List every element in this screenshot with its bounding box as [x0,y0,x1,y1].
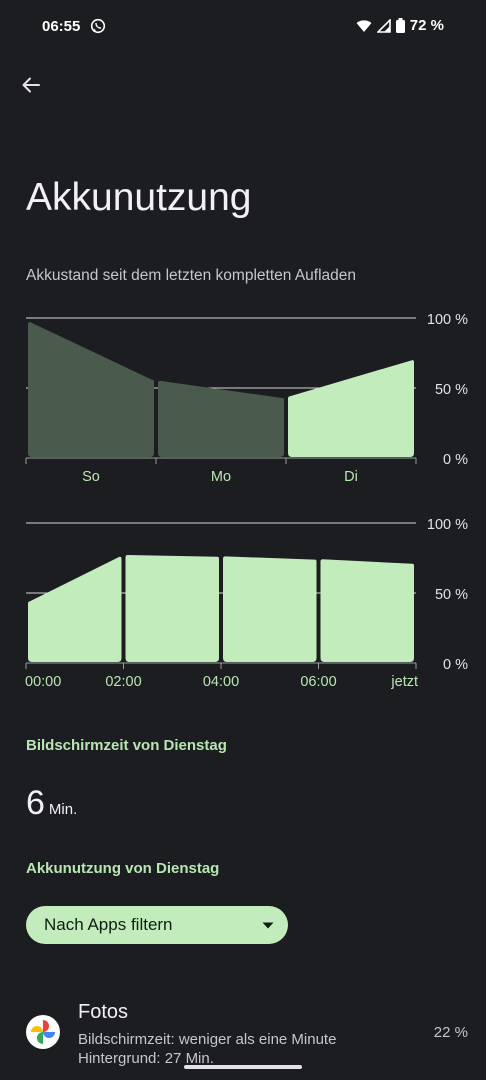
x-category-label: 04:00 [203,674,239,690]
y-tick-label: 100 % [427,517,468,533]
wifi-icon [356,19,372,32]
status-time: 06:55 [42,18,81,35]
app-battery-percent: 22 % [433,1024,468,1041]
app-name: Fotos [78,1001,129,1023]
y-tick-label: 50 % [435,382,468,398]
battery-level-daily-chart[interactable]: 100 % 50 % 0 % So Mo Di [0,300,486,495]
app-usage-item[interactable]: Fotos Bildschirmzeit: weniger als eine M… [0,995,486,1080]
status-bar: 06:55 72 % [0,0,486,56]
battery-percent: 72 % [409,17,444,34]
y-tick-label: 0 % [443,657,468,673]
x-category-label: Di [344,469,358,485]
app-background-time: Hintergrund: 27 Min. [78,1050,214,1067]
arrow-back-icon [22,77,40,93]
battery-level-segment[interactable] [28,322,154,457]
screen-time: 6 Min. [26,784,77,823]
battery-level-segment[interactable] [320,559,415,662]
dropdown-arrow-icon [262,922,274,929]
filter-label: Nach Apps filtern [44,915,173,934]
y-tick-label: 50 % [435,587,468,603]
x-category-label: 00:00 [25,674,61,690]
app-screen-time: Bildschirmzeit: weniger als eine Minute [78,1031,337,1048]
x-category-label: 06:00 [300,674,336,690]
back-button[interactable] [14,68,48,102]
x-category-label: jetzt [390,674,418,690]
y-tick-label: 100 % [427,312,468,328]
battery-icon [395,18,405,33]
screen-time-value: 6 [26,784,45,822]
battery-usage-label: Akkunutzung von Dienstag [26,860,220,877]
page-title: Akkunutzung [26,176,252,219]
signal-icon [376,18,391,33]
battery-level-segment[interactable] [288,360,414,457]
home-indicator[interactable] [184,1065,302,1069]
chart-subtitle: Akkustand seit dem letzten kompletten Au… [26,267,357,284]
whatsapp-icon [90,18,106,34]
y-tick-label: 0 % [443,452,468,468]
x-category-label: So [82,469,100,485]
status-indicators: 72 % [356,17,444,34]
screen-time-label: Bildschirmzeit von Dienstag [26,737,227,754]
screen-time-unit: Min. [48,801,78,818]
battery-level-segment[interactable] [223,556,317,662]
battery-level-segment[interactable] [125,555,220,662]
x-category-label: 02:00 [105,674,141,690]
google-photos-icon [26,1015,60,1049]
battery-level-hourly-chart[interactable]: 100 % 50 % 0 % 00:00 02:00 04:00 06:00 jetzt [0,505,486,700]
filter-apps-dropdown[interactable]: Nach Apps filtern [26,906,288,944]
battery-level-segment[interactable] [158,380,284,457]
battery-level-segment[interactable] [28,556,122,662]
x-category-label: Mo [211,469,231,485]
